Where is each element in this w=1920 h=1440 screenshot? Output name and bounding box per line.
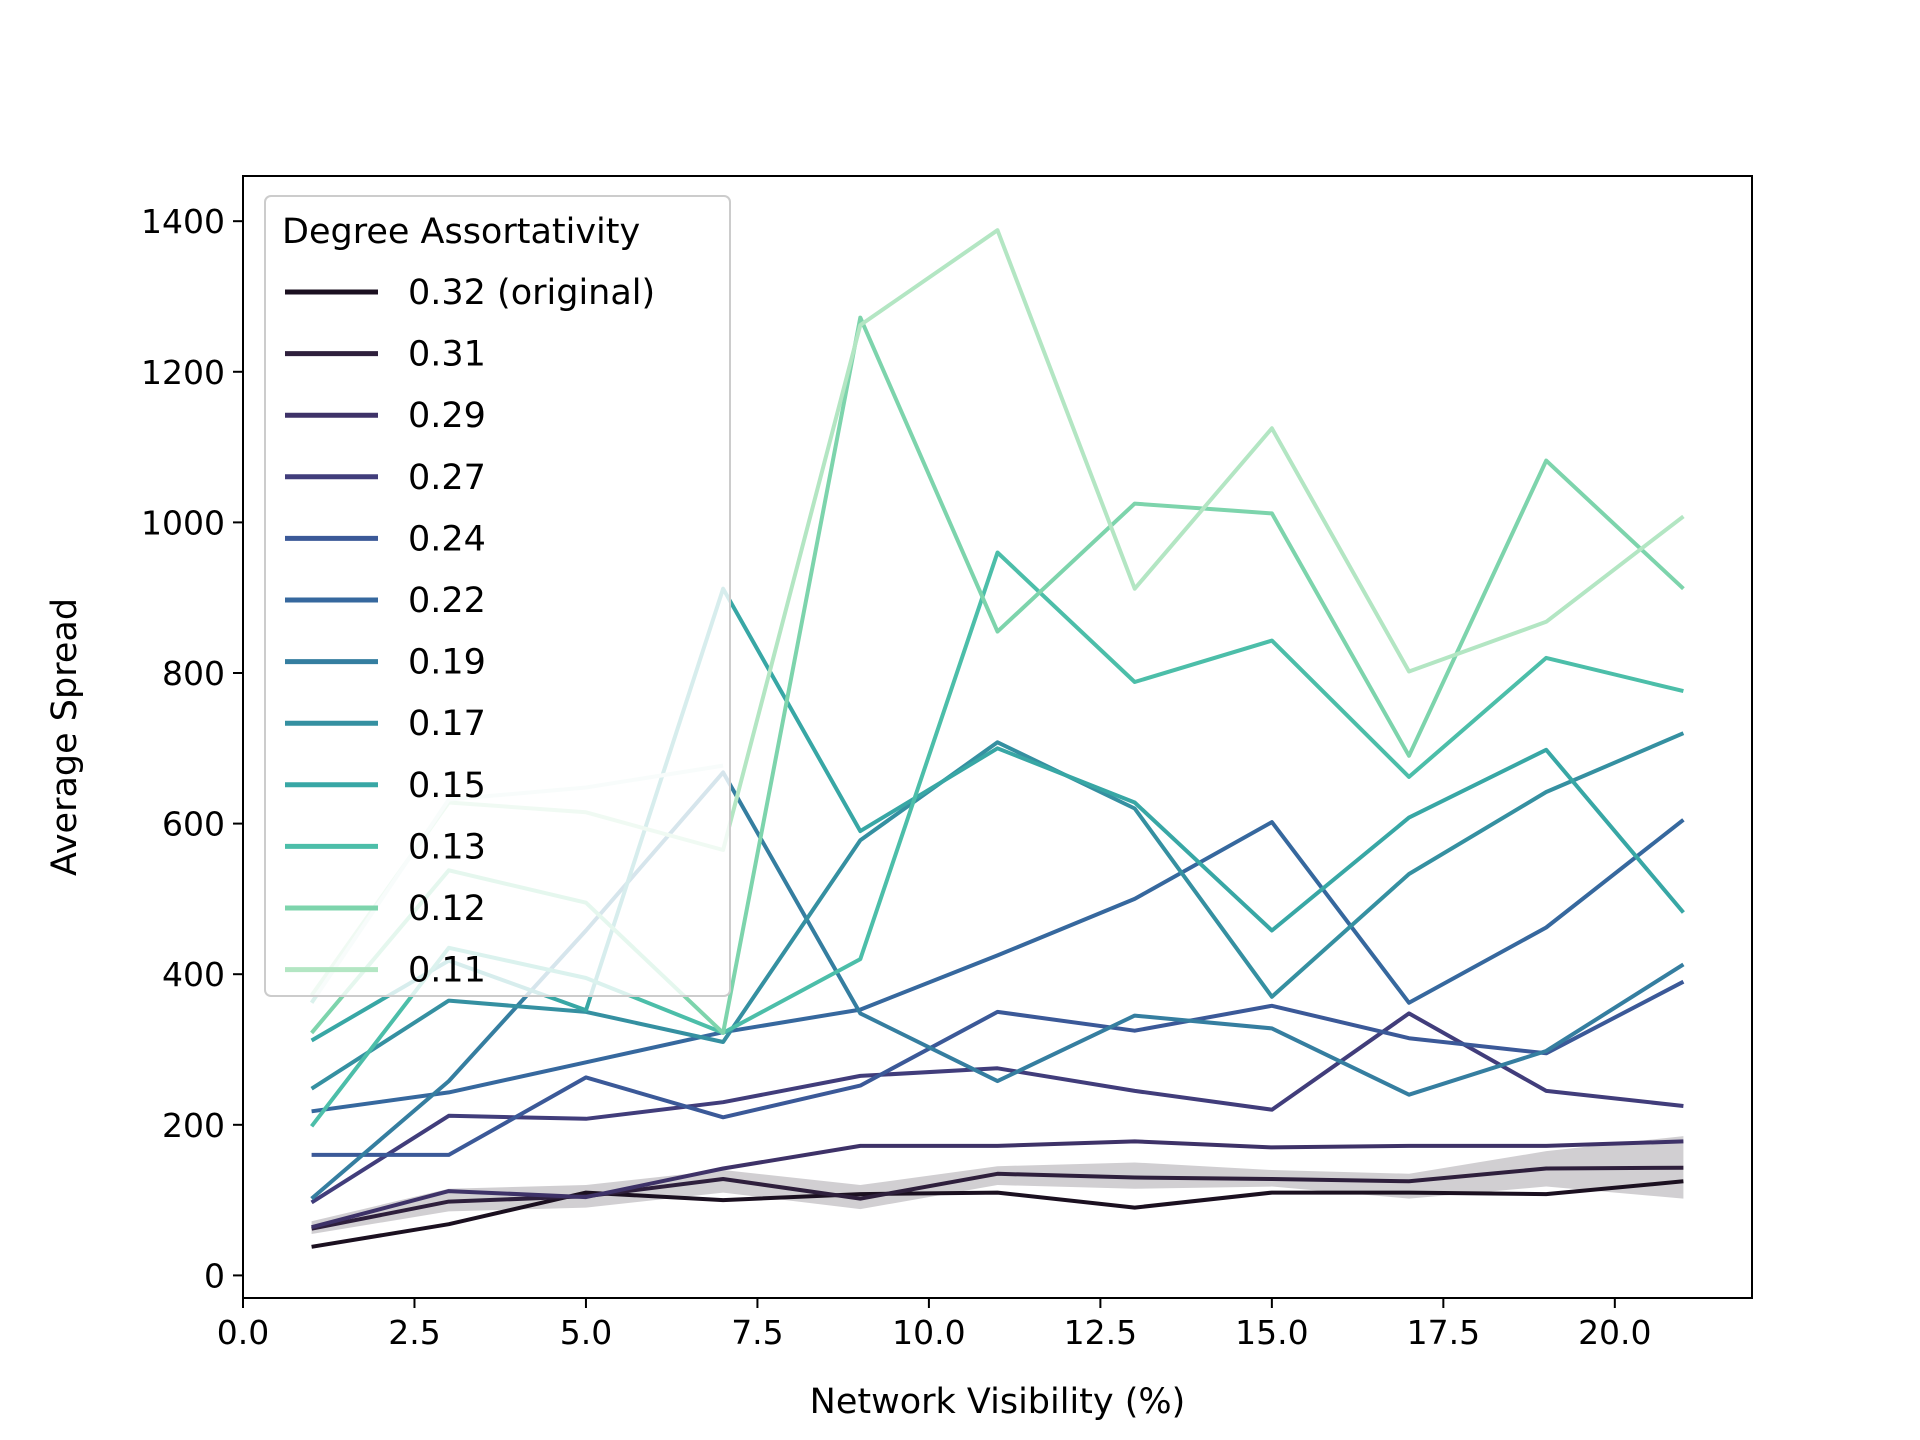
legend: Degree Assortativity 0.32 (original) 0.31… xyxy=(264,195,731,997)
y-tick-label: 1000 xyxy=(141,503,225,542)
x-tick-label: 0.0 xyxy=(217,1313,269,1352)
x-tick-label: 17.5 xyxy=(1407,1313,1480,1352)
x-tick-label: 20.0 xyxy=(1578,1313,1651,1352)
legend-entry-label: 0.17 xyxy=(408,704,486,744)
y-tick-label: 200 xyxy=(162,1106,225,1145)
x-tick-label: 7.5 xyxy=(731,1313,783,1352)
x-tick-label: 5.0 xyxy=(560,1313,612,1352)
plot-frame xyxy=(242,175,1753,1299)
legend-entry-label: 0.29 xyxy=(408,396,486,436)
legend-entry-label: 0.24 xyxy=(408,519,486,559)
x-tick-label: 10.0 xyxy=(892,1313,965,1352)
legend-entry-label: 0.15 xyxy=(408,766,486,806)
legend-entry-label: 0.27 xyxy=(408,458,486,498)
legend-entry-label: 0.19 xyxy=(408,643,486,683)
y-tick-label: 800 xyxy=(162,654,225,693)
y-tick-label: 1200 xyxy=(141,353,225,392)
y-tick-label: 600 xyxy=(162,805,225,844)
series-line-2 xyxy=(311,1139,1684,1230)
series-line-0 xyxy=(311,1179,1684,1249)
series-line-5 xyxy=(311,818,1685,1114)
series-line-1 xyxy=(311,1165,1684,1231)
x-axis-label: Network Visibility (%) xyxy=(810,1382,1186,1422)
legend-entry-label: 0.11 xyxy=(408,951,486,991)
x-tick-label: 2.5 xyxy=(388,1313,440,1352)
series-line-7 xyxy=(310,731,1685,1091)
y-tick-label: 1400 xyxy=(141,202,225,241)
x-tick-label: 15.0 xyxy=(1235,1313,1308,1352)
legend-title: Degree Assortativity xyxy=(282,212,640,252)
confidence-band xyxy=(311,1136,1684,1234)
legend-box xyxy=(264,195,731,997)
legend-entry-label: 0.13 xyxy=(408,827,486,867)
x-axis: 0.0 2.5 5.0 7.5 10.0 12.5 15.0 17.5 20.0 xyxy=(217,1298,1652,1352)
x-tick-label: 12.5 xyxy=(1064,1313,1137,1352)
y-tick-label: 0 xyxy=(204,1256,225,1295)
series-line-4 xyxy=(311,979,1685,1157)
legend-entry-label: 0.12 xyxy=(408,889,486,929)
legend-entry-label: 0.32 (original) xyxy=(408,273,655,313)
legend-entry-label: 0.22 xyxy=(408,581,486,621)
y-axis-label: Average Spread xyxy=(45,598,85,876)
y-axis: 0 200 400 600 800 1000 1200 1400 xyxy=(141,202,243,1295)
series-line-3 xyxy=(310,1011,1684,1205)
y-tick-label: 400 xyxy=(162,955,225,994)
confidence-band-layer xyxy=(311,1136,1684,1234)
legend-entry-label: 0.31 xyxy=(408,335,486,375)
